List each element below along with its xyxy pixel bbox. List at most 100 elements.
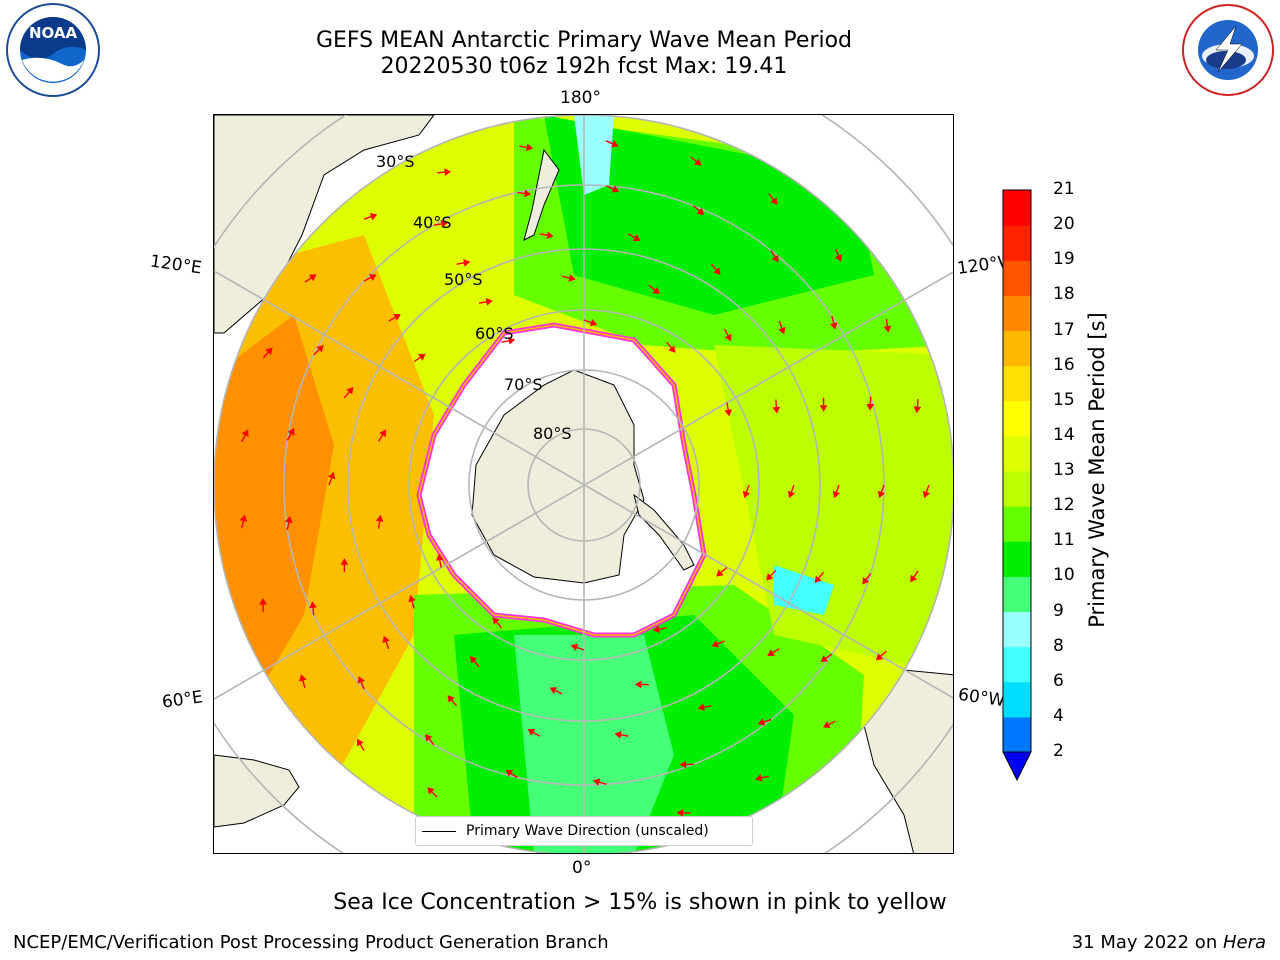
lon-label-180: 180° <box>560 88 601 108</box>
wave-arrow-head <box>819 405 828 412</box>
colorbar-tick-label: 12 <box>1053 495 1075 516</box>
lat-label-40s: 40°S <box>413 213 452 232</box>
wave-arrow-head <box>757 718 766 726</box>
sea-ice-note: Sea Ice Concentration > 15% is shown in … <box>333 890 947 915</box>
wave-arrow-head <box>592 778 601 786</box>
wave-arrow-head <box>492 617 500 625</box>
wave-arrow-head <box>444 168 452 177</box>
wave-arrow-head <box>309 601 317 609</box>
colorbar-segment <box>1003 435 1031 472</box>
wave-arrow-head <box>829 322 838 330</box>
graticule <box>214 115 953 853</box>
wave-arrow-head <box>524 189 532 198</box>
footer-date: 31 May 2022 on <box>1071 932 1223 953</box>
wave-arrow-head <box>770 197 778 205</box>
colorbar-segments <box>1003 190 1031 753</box>
colorbar-tick-label: 14 <box>1053 424 1075 445</box>
colorbar-segment <box>1003 541 1031 577</box>
wave-arrow-head <box>883 325 892 333</box>
wave-arrow-head <box>610 140 619 148</box>
wave-arrow-head <box>463 259 471 267</box>
wave-arrow-head <box>716 569 724 577</box>
wave-arrow-head <box>259 598 267 605</box>
wave-arrow-head <box>771 254 779 263</box>
colorbar-segment <box>1003 716 1031 753</box>
wave-arrow-head <box>440 220 448 228</box>
colorbar-tick-label: 17 <box>1053 319 1075 340</box>
lon-label-60e: 60°E <box>160 687 205 713</box>
colorbar-tick-label: 13 <box>1053 460 1075 480</box>
colorbar-tick-label: 2 <box>1053 741 1064 761</box>
footer-host: Hera <box>1222 932 1266 953</box>
wave-arrow-head <box>913 406 922 414</box>
wave-arrow-head <box>832 490 841 499</box>
wave-arrow-head <box>570 643 579 652</box>
wave-arrow-head <box>393 313 401 321</box>
colorbar-tick-label: 8 <box>1053 635 1064 656</box>
wave-arrow-head <box>379 429 387 438</box>
wave-arrow-head <box>866 403 875 411</box>
wave-arrow-head <box>308 274 317 282</box>
lat-label-50s: 50°S <box>444 270 483 289</box>
landmass-new-zealand <box>523 148 560 241</box>
wave-arrow-head <box>327 471 336 480</box>
colorbar-segment <box>1003 646 1031 683</box>
wave-arrow-head <box>910 574 918 583</box>
wave-arrow-head <box>526 143 534 152</box>
wave-arrow-head <box>340 558 349 565</box>
wave-arrow-head <box>427 787 435 795</box>
landmass-australia <box>214 115 435 334</box>
lon-label-0: 0° <box>572 858 592 878</box>
map-legend: Primary Wave Direction (unscaled) <box>415 816 753 846</box>
sea-ice-fringe <box>418 324 705 636</box>
wave-arrow-head <box>287 428 295 436</box>
wave-arrow-head <box>697 703 705 711</box>
wave-arrow-head <box>877 490 886 499</box>
footer-right: 31 May 2022 on Hera <box>1072 932 1266 953</box>
wave-arrow-head <box>614 730 622 739</box>
wave-arrow-head <box>652 286 660 294</box>
wave-arrow-head <box>357 676 365 684</box>
colorbar-tick-label: 19 <box>1053 249 1075 270</box>
wave-arrow-head <box>505 769 514 777</box>
wave-arrow-head <box>679 760 687 769</box>
wave-arrow-head <box>611 185 620 193</box>
colorbar-segment <box>1003 576 1031 612</box>
colorbar-tick-label: 21 <box>1053 179 1075 199</box>
wave-arrow-head <box>241 429 249 437</box>
wave-arrow-head <box>346 387 354 395</box>
landmass-africa <box>214 754 300 828</box>
wave-arrow-head <box>418 353 426 361</box>
wave-arrow-head <box>862 577 870 585</box>
colorbar-title: Primary Wave Mean Period [s] <box>1085 312 1109 628</box>
colorbar-tick-label: 20 <box>1053 214 1075 235</box>
colorbar-extend-arrow <box>1002 751 1032 782</box>
map-panel <box>213 114 954 854</box>
wave-arrow-head <box>742 490 751 499</box>
colorbar-segment <box>1003 190 1031 226</box>
wave-arrow-head <box>724 409 733 417</box>
wave-arrow-head <box>696 207 705 215</box>
lat-label-30s: 30°S <box>376 152 415 171</box>
chart-subtitle: 20220530 t06z 192h fcst Max: 19.41 <box>380 54 788 79</box>
colorbar-segment <box>1003 506 1031 542</box>
colorbar-tick-label: 15 <box>1053 389 1075 410</box>
noaa-logo-text: NOAA <box>29 24 78 42</box>
legend-label: Primary Wave Direction (unscaled) <box>466 823 709 839</box>
colorbar <box>1002 189 1032 782</box>
wave-arrow-head <box>632 234 641 241</box>
colorbar-segment <box>1003 225 1031 261</box>
wave-arrow-head <box>375 514 384 522</box>
wave-arrow-head <box>316 345 324 353</box>
wave-arrow-head <box>922 490 931 499</box>
wave-arrow-head <box>285 516 293 524</box>
wave-arrow-head <box>694 158 702 166</box>
colorbar-tick-label: 4 <box>1053 705 1064 726</box>
wave-arrow-head <box>356 738 364 747</box>
wave-arrow-head <box>299 674 307 682</box>
wave-arrow-head <box>823 721 831 729</box>
lon-label-120e: 120°E <box>148 251 203 279</box>
wave-arrow-head <box>265 347 273 355</box>
wave-arrow-head <box>634 680 642 689</box>
wave-arrow-head <box>778 326 786 335</box>
